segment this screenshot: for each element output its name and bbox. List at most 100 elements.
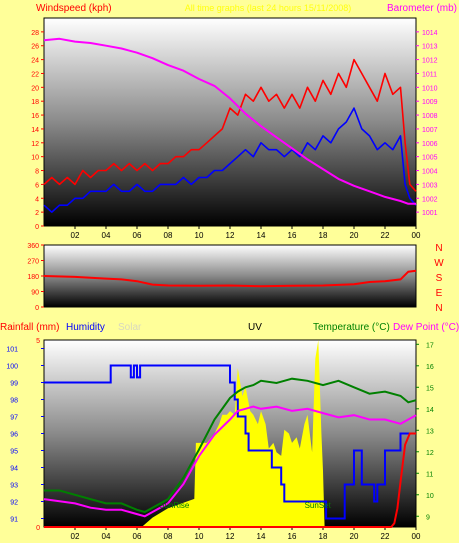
humidity-ytick-label: 91 [10, 517, 18, 524]
humidity-ytick-label: 93 [10, 483, 18, 490]
windspeed-ytick-label: 8 [35, 169, 39, 176]
temperature-line [44, 377, 417, 514]
humidity-ytick-label: 99 [10, 381, 18, 388]
solar-area [141, 340, 416, 527]
rainfall-ytick-label: 0 [36, 525, 40, 532]
temp-xtick-label: 18 [319, 532, 328, 541]
wind-xtick-label: 22 [381, 231, 390, 240]
temperature-ytick-label: 16 [426, 364, 434, 371]
humidity-ytick-label: 98 [10, 398, 18, 405]
wind-xtick-label: 16 [288, 231, 297, 240]
temperature-ytick-label: 9 [426, 514, 430, 521]
barometer-ytick-label: 1002 [422, 196, 438, 203]
temperature-ytick-label: 12 [426, 450, 434, 457]
direction-plot-area [43, 244, 417, 308]
wind-xtick-label: 00 [412, 231, 421, 240]
barometer-ytick-label: 1010 [422, 85, 438, 92]
temperature-ytick-label: 10 [426, 493, 434, 500]
humidity-ytick-label: 97 [10, 415, 18, 422]
barometer-ytick-label: 1003 [422, 182, 438, 189]
temp-xtick-label: 12 [226, 532, 235, 541]
sunrise-label: SunRise [159, 501, 190, 510]
windspeed-ytick-label: 20 [31, 85, 39, 92]
wind-xtick-label: 18 [319, 231, 328, 240]
windspeed-ytick-label: 18 [31, 99, 39, 106]
temperature-ytick-label: 13 [426, 428, 434, 435]
compass-label: N [435, 243, 442, 254]
compass-label: N [435, 303, 442, 314]
windspeed-ytick-label: 22 [31, 71, 39, 78]
humidity-axis-title: Humidity [66, 322, 105, 333]
humidity-ytick-label: 92 [10, 500, 18, 507]
wind-xtick-label: 08 [164, 231, 173, 240]
barometer-ytick-label: 1008 [422, 113, 438, 120]
temperature-ytick-label: 17 [426, 342, 434, 349]
temperature-axis-title: Temperature (°C) [313, 322, 390, 333]
barometer-axis-title: Barometer (mb) [387, 3, 457, 14]
solar-axis-title: Solar [118, 322, 142, 333]
barometer-ytick-label: 1009 [422, 99, 438, 106]
barometer-line [43, 37, 416, 205]
windspeed-ytick-label: 16 [31, 113, 39, 120]
barometer-ytick-label: 1006 [422, 141, 438, 148]
temp-xtick-label: 00 [412, 532, 421, 541]
direction-ytick-label: 180 [27, 274, 39, 281]
temp-xtick-label: 22 [381, 532, 390, 541]
temp-xtick-label: 04 [102, 532, 111, 541]
direction-ytick-label: 360 [27, 243, 39, 250]
barometer-ytick-label: 1014 [422, 30, 438, 37]
humidity-ytick-label: 95 [10, 449, 18, 456]
temperature-ytick-label: 11 [426, 471, 433, 478]
humidity-ytick-label: 101 [6, 347, 18, 354]
barometer-ytick-label: 1001 [422, 210, 438, 217]
temp-xtick-label: 20 [350, 532, 359, 541]
compass-label: E [436, 288, 443, 299]
uv-axis-title: UV [248, 322, 262, 333]
compass-label: S [436, 273, 443, 284]
windspeed-ytick-label: 14 [31, 127, 39, 134]
windspeed-axis-title: Windspeed (kph) [36, 3, 112, 14]
wind-xtick-label: 04 [102, 231, 111, 240]
humidity-ytick-label: 94 [10, 466, 18, 473]
wind-xtick-label: 20 [350, 231, 359, 240]
wind-xtick-label: 06 [133, 231, 142, 240]
direction-ytick-label: 0 [35, 305, 39, 312]
temp-xtick-label: 08 [164, 532, 173, 541]
wind-plot-area [43, 17, 417, 227]
temperature-ytick-label: 14 [426, 407, 434, 414]
barometer-ytick-label: 1012 [422, 58, 438, 65]
wind-xtick-label: 14 [257, 231, 266, 240]
windspeed-ytick-label: 10 [31, 155, 39, 162]
wind-xtick-label: 12 [226, 231, 235, 240]
barometer-ytick-label: 1007 [422, 127, 438, 134]
windspeed-ytick-label: 0 [35, 224, 39, 231]
barometer-ytick-label: 1004 [422, 169, 438, 176]
rainfall-ytick-label: 5 [36, 338, 40, 345]
windspeed-ytick-label: 4 [35, 196, 39, 203]
temp-xtick-label: 02 [71, 532, 80, 541]
direction-ytick-label: 270 [27, 259, 39, 266]
rainfall-line [44, 432, 416, 528]
gust-line [43, 58, 417, 192]
windspeed-ytick-label: 26 [31, 44, 39, 51]
rainfall-axis-title: Rainfall (mm) [0, 322, 59, 333]
sunset-label: SunSet [305, 501, 332, 510]
windspeed-ytick-label: 24 [31, 58, 39, 65]
dew-point-axis-title: Dew Point (°C) [393, 322, 459, 333]
barometer-ytick-label: 1005 [422, 155, 438, 162]
temp-xtick-label: 06 [133, 532, 142, 541]
direction-ytick-label: 90 [31, 290, 39, 297]
barometer-ytick-label: 1011 [422, 71, 437, 78]
humidity-ytick-label: 96 [10, 432, 18, 439]
compass-label: W [434, 258, 444, 269]
wind-direction-line [43, 269, 417, 288]
wind-chart-title: All time graphs (last 24 hours 15/11/200… [185, 3, 351, 13]
windspeed-ytick-label: 12 [31, 141, 39, 148]
windspeed-ytick-label: 2 [35, 210, 39, 217]
windspeed-ytick-label: 28 [31, 30, 39, 37]
temp-xtick-label: 14 [257, 532, 266, 541]
temperature-ytick-label: 15 [426, 385, 434, 392]
dew-point-line [43, 405, 417, 518]
barometer-ytick-label: 1013 [422, 44, 438, 51]
